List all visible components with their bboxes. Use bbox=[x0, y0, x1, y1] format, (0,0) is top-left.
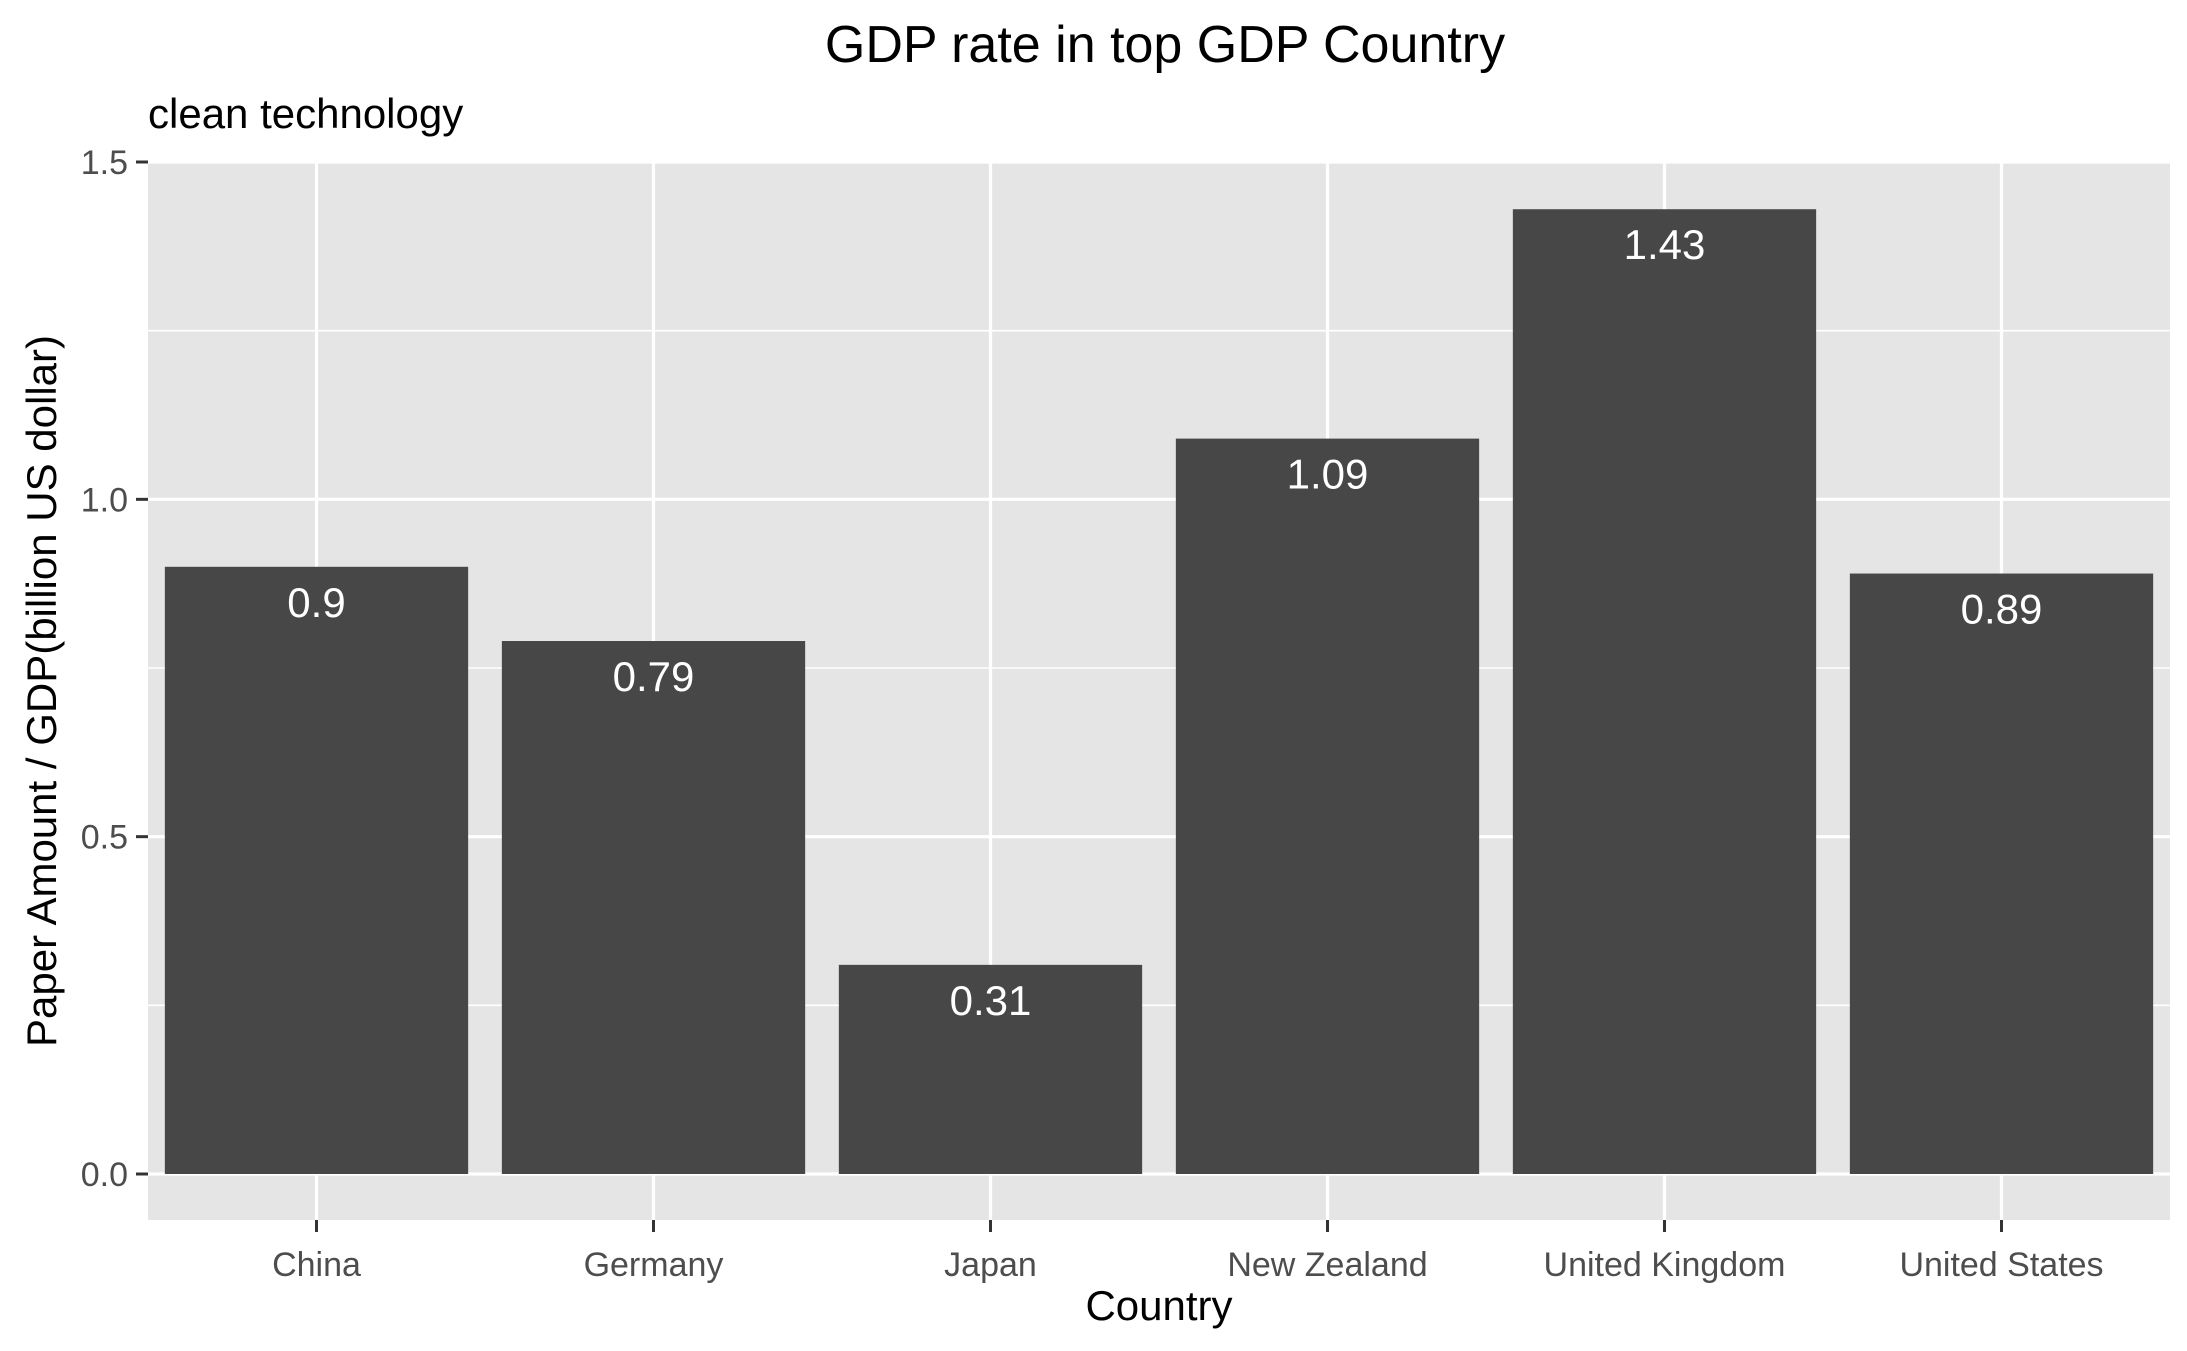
bar-new-zealand bbox=[1175, 438, 1480, 1174]
x-axis-title: Country bbox=[1085, 1282, 1232, 1329]
x-tick-label: Japan bbox=[944, 1246, 1037, 1284]
y-tick-label: 1.5 bbox=[81, 144, 128, 182]
bar-labels: 0.9 0.79 0.31 1.09 1.43 0.89 bbox=[287, 221, 2042, 1024]
bar-value-label: 1.09 bbox=[1287, 451, 1369, 498]
y-tick-label: 0.5 bbox=[81, 819, 128, 857]
x-tick-label: United States bbox=[1899, 1246, 2103, 1284]
axes: 0.0 0.5 1.0 1.5 China Germany Japan New Zealand… bbox=[81, 144, 2104, 1284]
bar-value-label: 0.9 bbox=[287, 579, 345, 626]
bar-japan bbox=[838, 964, 1143, 1174]
x-tick-label: New Zealand bbox=[1227, 1246, 1427, 1284]
x-tick-label: Germany bbox=[584, 1246, 724, 1284]
y-tick-label: 1.0 bbox=[81, 481, 128, 519]
x-tick-label: China bbox=[272, 1246, 361, 1284]
bar-value-label: 0.31 bbox=[950, 977, 1032, 1024]
bar-value-label: 1.43 bbox=[1624, 221, 1706, 268]
chart-title: GDP rate in top GDP Country bbox=[825, 16, 1505, 74]
bar-china bbox=[164, 566, 469, 1174]
bar-value-label: 0.89 bbox=[1961, 586, 2043, 633]
y-axis-title: Paper Amount / GDP(billion US dollar) bbox=[18, 335, 65, 1047]
bar-united-kingdom bbox=[1512, 209, 1817, 1174]
x-tick-label: United Kingdom bbox=[1544, 1246, 1786, 1284]
bar-united-states bbox=[1849, 573, 2154, 1174]
bar-value-label: 0.79 bbox=[613, 653, 695, 700]
plot-panel bbox=[148, 162, 2170, 1220]
y-tick-label: 0.0 bbox=[81, 1156, 128, 1194]
bars bbox=[164, 209, 2154, 1174]
bar-germany bbox=[501, 641, 806, 1174]
chart-subtitle: clean technology bbox=[148, 90, 463, 137]
